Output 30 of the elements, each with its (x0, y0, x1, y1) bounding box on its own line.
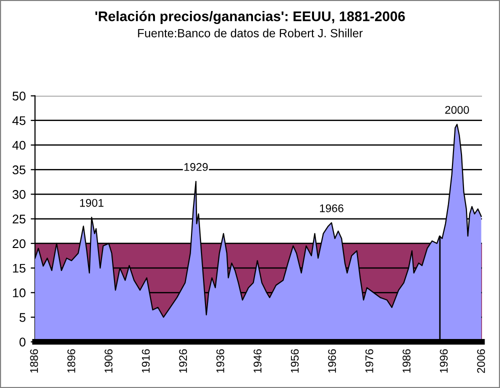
x-tick-label: 1956 (290, 349, 299, 373)
x-tick-label: 1996 (440, 349, 448, 373)
x-tick-label: 1986 (402, 349, 410, 373)
x-tick-label: 1926 (179, 349, 187, 373)
chart-subtitle: Fuente:Banco de datos de Robert J. Shiller (138, 28, 363, 38)
y-tick-label: 0 (20, 338, 26, 346)
y-tick-label: 40 (12, 140, 26, 150)
y-tick-label: 10 (13, 288, 26, 298)
x-tick-label: 1936 (216, 349, 224, 373)
x-tick-label: 1906 (104, 349, 112, 373)
y-tick-label: 35 (12, 165, 26, 174)
y-tick-label: 5 (20, 313, 26, 322)
y-tick-label: 15 (13, 264, 26, 273)
x-tick-label: 1886 (30, 349, 38, 373)
y-tick-label: 30 (12, 190, 26, 199)
y-tick-label: 20 (12, 239, 26, 248)
annotation: 1901 (80, 198, 104, 207)
x-tick-label: 1976 (365, 349, 374, 373)
annotation: 1966 (320, 204, 344, 212)
x-tick-label: 2006 (477, 349, 485, 373)
y-tick-label: 45 (12, 116, 26, 126)
y-tick-label: 25 (12, 214, 26, 224)
x-tick-label: 1966 (328, 349, 336, 373)
chart-title: 'Relación precios/ganancias': EEUU, 1881-2006 (95, 10, 405, 24)
x-tick-label: 1946 (254, 349, 262, 373)
y-tick-label: 50 (12, 92, 26, 100)
annotation: 1929 (184, 163, 208, 171)
annotation: 2000 (445, 106, 469, 114)
x-tick-label: 1916 (142, 349, 150, 373)
x-tick-label: 1896 (67, 349, 76, 373)
